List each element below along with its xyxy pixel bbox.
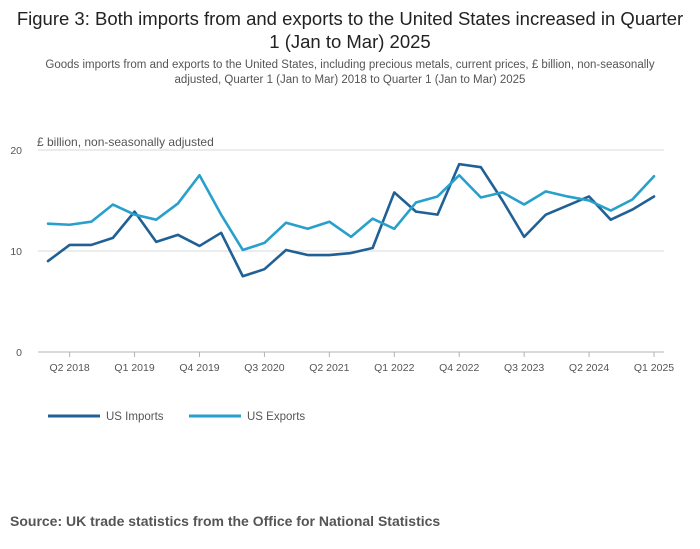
x-axis-ticks	[69, 352, 655, 357]
x-tick-label: Q2 2018	[49, 362, 89, 374]
series-line-imports	[46, 162, 656, 278]
y-tick-label: 20	[10, 145, 22, 157]
series-lines	[46, 162, 656, 278]
x-tick-label: Q2 2024	[569, 362, 609, 374]
x-tick-label: Q2 2021	[309, 362, 349, 374]
series-line-exports	[46, 173, 656, 252]
x-tick-label: Q3 2023	[504, 362, 544, 374]
x-tick-label: Q1 2025	[634, 362, 674, 374]
legend: US Imports US Exports	[48, 411, 305, 423]
chart-subtitle: Goods imports from and exports to the Un…	[45, 59, 655, 86]
axis-labels: 0 10 20 £ billion, non-seasonally adjusted Q…	[10, 135, 674, 374]
grid-lines	[38, 149, 664, 353]
y-tick-label: 0	[16, 347, 22, 359]
y-axis-label: £ billion, non-seasonally adjusted	[37, 135, 214, 149]
x-tick-label: Q1 2022	[374, 362, 414, 374]
x-tick-label: Q4 2022	[439, 362, 479, 374]
x-tick-label: Q1 2019	[114, 362, 154, 374]
source-note: Source: UK trade statistics from the Off…	[10, 513, 441, 529]
chart-title: Figure 3: Both imports from and exports …	[16, 8, 684, 52]
x-tick-label: Q3 2020	[244, 362, 284, 374]
legend-label-imports: US Imports	[106, 411, 164, 423]
legend-label-exports: US Exports	[247, 411, 305, 423]
y-tick-label: 10	[10, 246, 22, 258]
x-tick-label: Q4 2019	[179, 362, 219, 374]
